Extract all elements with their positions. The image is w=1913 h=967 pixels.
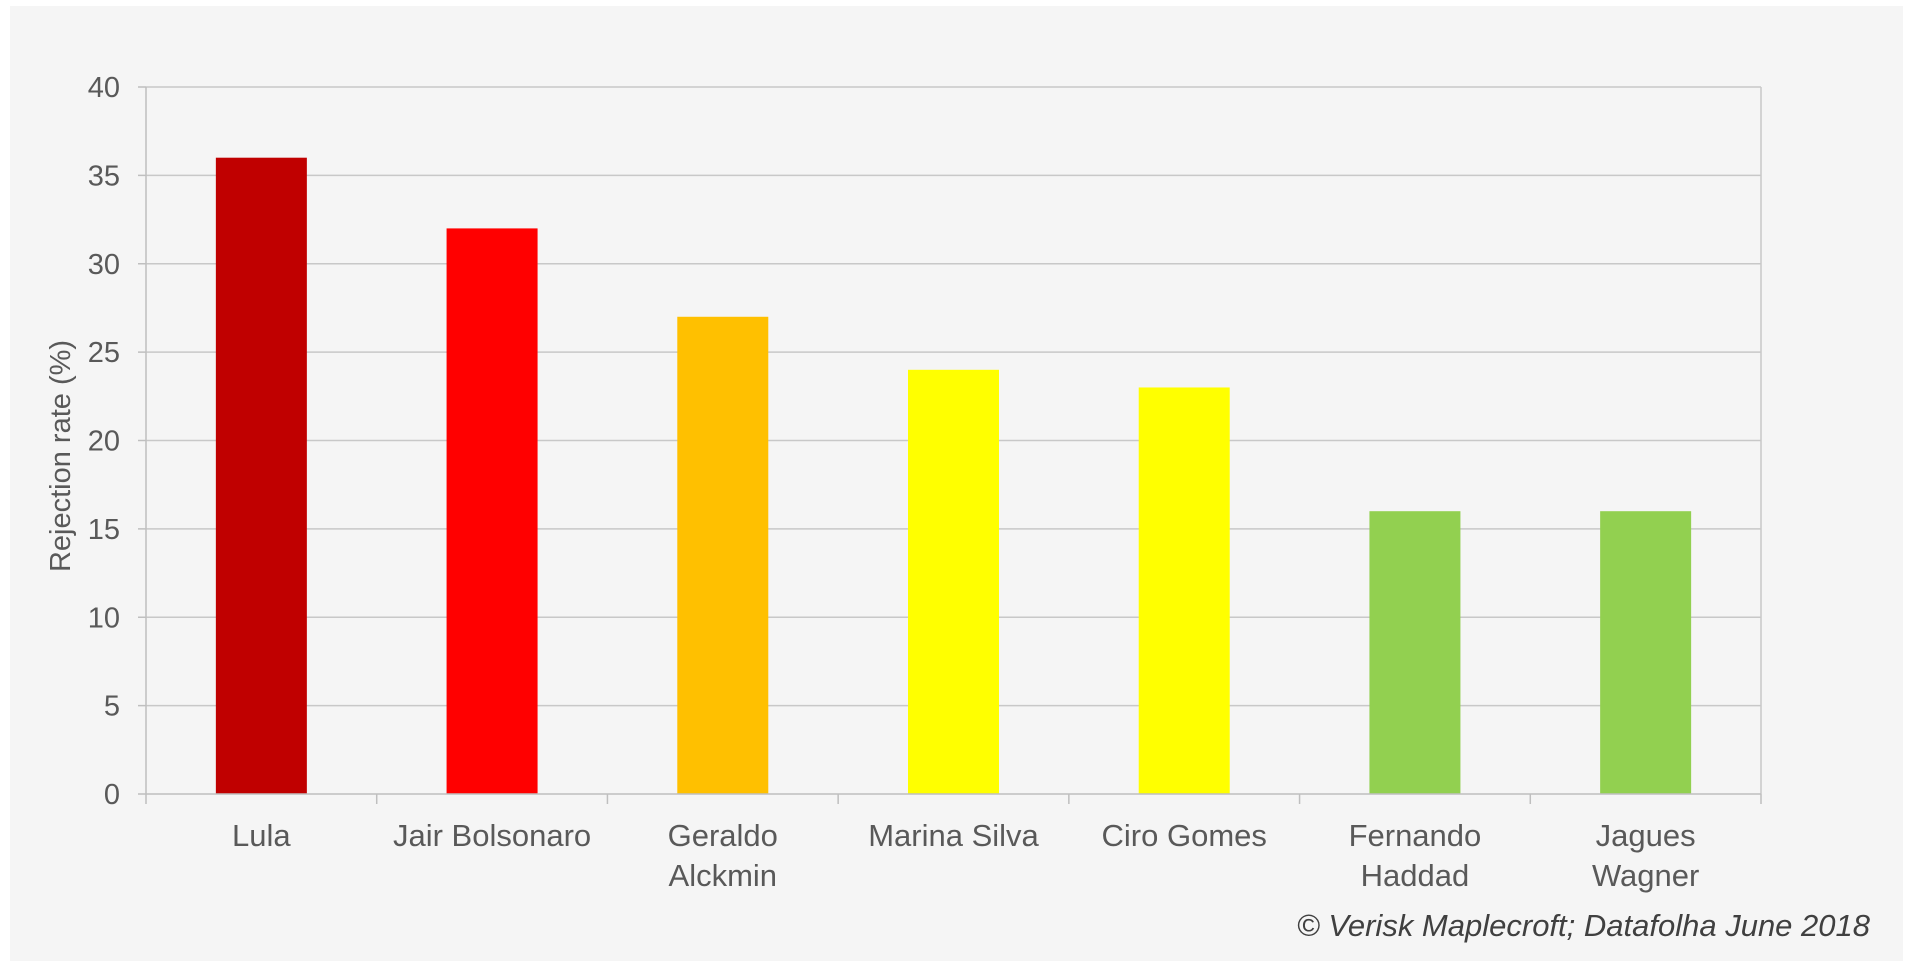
bar <box>215 157 307 794</box>
x-category-label: Marina Silva <box>868 818 1039 853</box>
bar <box>908 369 999 794</box>
y-tick-label: 35 <box>88 160 120 192</box>
x-category-label: Jair Bolsonaro <box>393 818 591 853</box>
x-category-label: Lula <box>232 818 291 853</box>
bar-chart: 0 5 10 15 20 25 30 35 40 Lula Jair Bolsonaro Gerald… <box>45 72 1871 943</box>
bars <box>215 157 1692 794</box>
bar <box>677 316 769 794</box>
y-axis-title: Rejection rate (%) <box>45 340 77 572</box>
bar <box>1600 511 1692 794</box>
y-tick-label: 25 <box>88 337 120 369</box>
y-tick-label: 30 <box>88 249 120 281</box>
x-category-label: Jagues Wagner <box>1592 818 1699 893</box>
x-category-label: Fernando Haddad <box>1349 818 1482 893</box>
bar <box>446 228 538 794</box>
labels: 0 5 10 15 20 25 30 35 40 Lula Jair Bolsonaro Gerald… <box>88 72 1700 893</box>
x-category-label: Geraldo Alckmin <box>668 818 778 893</box>
source-note: © Verisk Maplecroft; Datafolha June 2018 <box>1297 908 1871 943</box>
x-category-label: Ciro Gomes <box>1102 818 1267 853</box>
chart-panel: 0 5 10 15 20 25 30 35 40 Lula Jair Bolsonaro Gerald… <box>10 6 1903 961</box>
y-tick-label: 15 <box>88 514 120 546</box>
bar <box>1138 387 1230 794</box>
y-tick-label: 40 <box>88 72 120 104</box>
y-tick-label: 5 <box>104 691 120 723</box>
y-tick-label: 20 <box>88 426 120 458</box>
y-tick-label: 0 <box>104 779 120 811</box>
bar <box>1369 511 1461 794</box>
axes <box>138 86 1762 804</box>
y-tick-label: 10 <box>88 602 120 634</box>
